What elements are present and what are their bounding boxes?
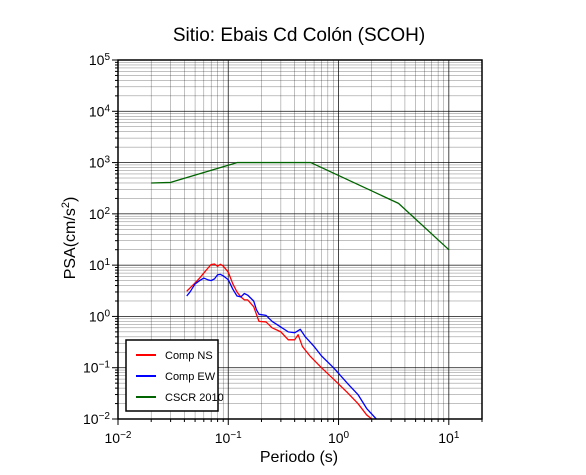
series-layer: [151, 161, 450, 420]
x-tick-label-exponent: 1: [454, 430, 460, 441]
x-tick-label: 101: [438, 430, 460, 447]
y-tick-label-base: 10: [89, 206, 105, 222]
y-tick-label-base: 10: [89, 155, 105, 171]
y-tick-label-exponent: 2: [104, 205, 110, 216]
x-tick-label-exponent: 0: [344, 430, 350, 441]
y-tick-label-exponent: 0: [104, 308, 110, 319]
plot-frame: [117, 59, 483, 420]
x-tick-label-base: 10: [105, 430, 121, 446]
chart-title: Sitio: Ebais Cd Colón (SCOH): [173, 25, 425, 46]
legend-label: Comp EW: [165, 371, 216, 383]
x-axis-label: Periodo (s): [260, 449, 338, 466]
y-tick-label-exponent: 3: [104, 154, 110, 165]
y-tick-label: 100: [89, 308, 111, 325]
legend-label: Comp NS: [165, 350, 213, 362]
y-tick-label-base: 10: [89, 308, 105, 324]
x-tick-label: 100: [328, 430, 350, 447]
x-tick-label-exponent: −2: [120, 430, 132, 441]
y-tick-label-exponent: 1: [104, 257, 110, 268]
y-tick-label-exponent: −2: [99, 411, 111, 422]
x-tick-label-base: 10: [215, 430, 231, 446]
y-tick-label-base: 10: [83, 411, 99, 427]
series-line-comp-ew: [186, 273, 377, 420]
grid: [117, 59, 483, 420]
x-tick-label: 10−2: [105, 430, 132, 447]
y-tick-label: 104: [89, 103, 111, 120]
y-tick-label-exponent: 4: [104, 103, 110, 114]
y-tick-label: 10−2: [83, 411, 110, 428]
legend: Comp NS Comp EW CSCR 2010: [125, 339, 224, 412]
x-tick-label-base: 10: [438, 430, 454, 446]
y-tick-label-exponent: −1: [99, 359, 111, 370]
y-tick-label-base: 10: [83, 360, 99, 376]
series-line-comp-ns: [186, 263, 373, 420]
y-tick-label: 102: [89, 205, 111, 222]
y-tick-label-base: 10: [89, 103, 105, 119]
series-line-cscr-2010: [151, 161, 450, 251]
y-axis-label-tail: ): [62, 197, 79, 202]
y-axis-label-superscript: 2: [60, 202, 72, 208]
y-axis-label: PSA(cm/s2): [60, 197, 79, 280]
tick-marks: [112, 59, 483, 425]
y-tick-label: 105: [89, 52, 111, 69]
y-tick-label-base: 10: [89, 257, 105, 273]
y-tick-label-exponent: 5: [104, 52, 110, 63]
y-tick-label: 103: [89, 154, 111, 171]
legend-label: CSCR 2010: [165, 392, 224, 404]
y-tick-label: 10−1: [83, 359, 110, 376]
y-tick-label-base: 10: [89, 52, 105, 68]
y-tick-label: 101: [89, 257, 111, 274]
x-tick-label-exponent: −1: [230, 430, 242, 441]
x-tick-label: 10−1: [215, 430, 242, 447]
x-tick-label-base: 10: [328, 430, 344, 446]
y-axis-label-main: PSA(cm/s: [62, 208, 79, 279]
